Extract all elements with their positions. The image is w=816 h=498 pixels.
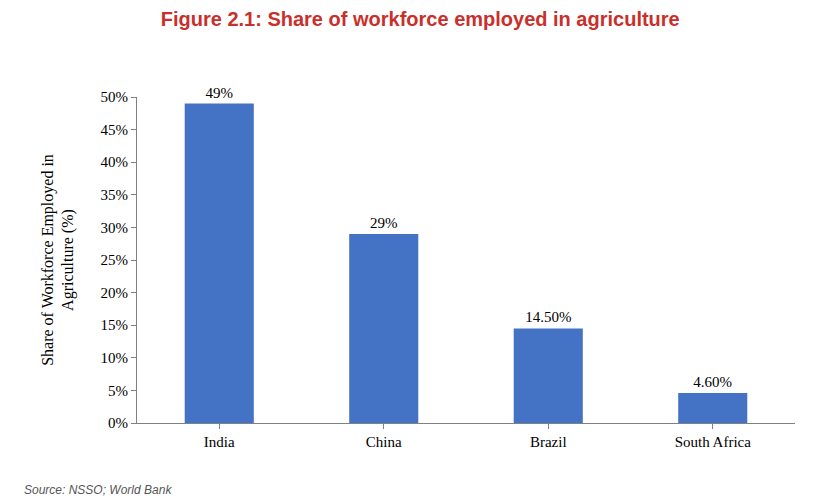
svg-text:15%: 15% — [101, 317, 129, 333]
svg-text:25%: 25% — [101, 252, 129, 268]
svg-text:40%: 40% — [101, 154, 129, 170]
svg-text:35%: 35% — [101, 187, 129, 203]
svg-text:0%: 0% — [108, 415, 128, 431]
svg-text:4.60%: 4.60% — [693, 374, 732, 390]
svg-text:5%: 5% — [108, 383, 128, 399]
svg-text:50%: 50% — [101, 89, 129, 105]
svg-text:Share of Workforce Employed in: Share of Workforce Employed inAgricultur… — [39, 154, 78, 366]
svg-text:29%: 29% — [370, 215, 398, 231]
svg-text:South Africa: South Africa — [675, 434, 752, 450]
svg-text:India: India — [204, 434, 235, 450]
svg-text:Brazil: Brazil — [530, 434, 567, 450]
svg-text:Source: NSSO; World Bank: Source: NSSO; World Bank — [24, 483, 172, 497]
svg-text:China: China — [366, 434, 402, 450]
svg-text:30%: 30% — [101, 220, 129, 236]
svg-text:Figure 2.1: Share of workforce: Figure 2.1: Share of workforce employed … — [161, 8, 680, 30]
svg-text:49%: 49% — [206, 85, 234, 101]
svg-text:45%: 45% — [101, 122, 129, 138]
svg-text:20%: 20% — [101, 285, 129, 301]
svg-text:10%: 10% — [101, 350, 129, 366]
svg-text:14.50%: 14.50% — [525, 309, 571, 325]
